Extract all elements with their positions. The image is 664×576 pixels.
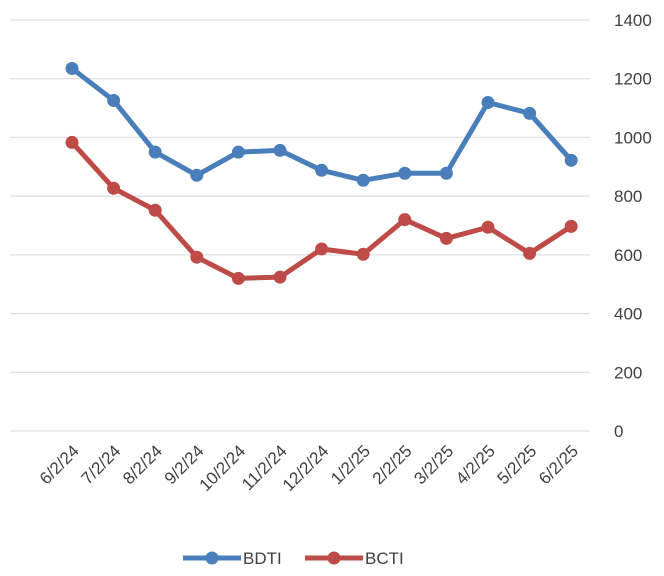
x-tick-label: 10/2/24 [196, 441, 250, 495]
data-point [398, 213, 412, 227]
x-tick-label: 12/2/24 [279, 441, 333, 495]
legend-marker [205, 551, 219, 565]
data-point [190, 168, 204, 182]
legend-label: BDTI [243, 549, 282, 568]
y-tick-label: 400 [614, 305, 642, 324]
data-point [523, 246, 537, 260]
data-point [564, 153, 578, 167]
y-tick-label: 1200 [614, 70, 652, 89]
x-tick-label: 6/2/25 [535, 441, 582, 488]
y-tick-label: 200 [614, 363, 642, 382]
data-point [65, 135, 79, 149]
data-point [315, 242, 329, 256]
data-point [107, 93, 121, 107]
x-tick-label: 6/2/24 [36, 441, 83, 488]
x-tick-label: 1/2/25 [327, 441, 374, 488]
data-point [481, 95, 495, 109]
data-point [356, 173, 370, 187]
series-line [70, 140, 573, 281]
x-tick-label: 5/2/25 [494, 441, 541, 488]
y-tick-label: 800 [614, 187, 642, 206]
y-tick-label: 1400 [614, 11, 652, 30]
data-point [523, 106, 537, 120]
x-tick-label: 3/2/25 [410, 441, 457, 488]
data-point [439, 231, 453, 245]
data-point [398, 166, 412, 180]
x-tick-label: 2/2/25 [369, 441, 416, 488]
x-tick-label: 4/2/25 [452, 441, 499, 488]
data-point [564, 219, 578, 233]
series-line [70, 66, 574, 183]
y-tick-label: 0 [614, 422, 623, 441]
data-point [148, 145, 162, 159]
legend-marker [327, 551, 341, 565]
data-point [190, 250, 204, 264]
data-point [65, 61, 79, 75]
legend-label: BCTI [365, 549, 404, 568]
data-point [107, 181, 121, 195]
data-point [315, 163, 329, 177]
x-tick-label: 8/2/24 [119, 441, 166, 488]
data-point [231, 145, 245, 159]
data-point [439, 166, 453, 180]
data-point [273, 270, 287, 284]
y-tick-label: 600 [614, 246, 642, 265]
data-point [481, 220, 495, 234]
data-point [273, 143, 287, 157]
y-tick-label: 1000 [614, 128, 652, 147]
x-tick-label: 7/2/24 [78, 441, 125, 488]
data-point [231, 271, 245, 285]
data-point [356, 247, 370, 261]
data-point [148, 203, 162, 217]
